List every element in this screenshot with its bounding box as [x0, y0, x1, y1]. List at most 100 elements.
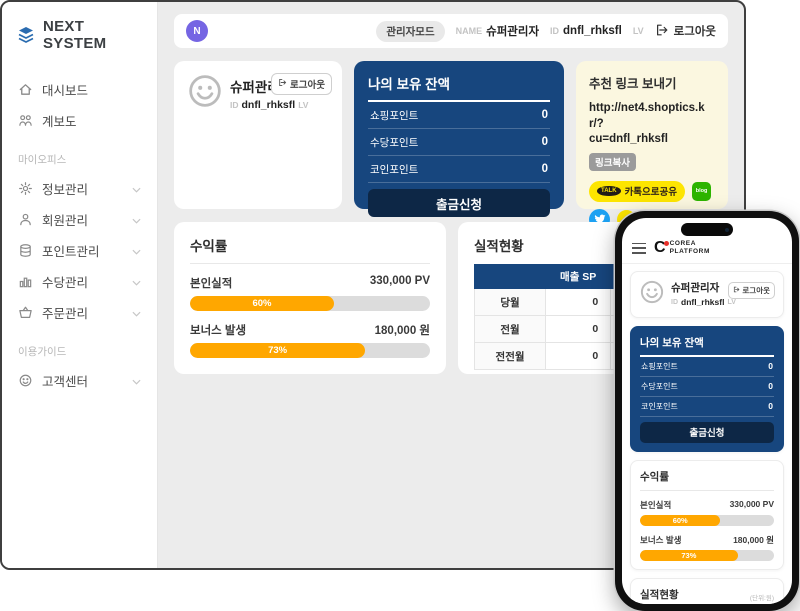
support-icon [18, 373, 33, 388]
bar-value: 330,000 PV [369, 275, 430, 287]
id-label: ID [230, 100, 239, 110]
sidebar-section-myoffice: 마이오피스 [18, 154, 67, 166]
bar-label: 본인실적 [190, 278, 233, 290]
sidebar-item-dashboard[interactable]: 대시보드 [16, 74, 143, 105]
mobile-balance-card: 나의 보유 잔액 쇼핑포인트 0 수당포인트 0 코인포인트 0 출금신청 [630, 326, 784, 452]
admin-mode-badge: 관리자모드 [376, 20, 445, 42]
progress-track: 60% [640, 514, 774, 526]
phone-mockup: C COREA PLATFORM 슈퍼관리자 ID [615, 211, 799, 611]
withdraw-button[interactable]: 출금신청 [640, 421, 774, 443]
logout-button[interactable]: 로그아웃 [728, 282, 775, 300]
sidebar-item-label: 고객센터 [42, 375, 89, 389]
copy-link-button[interactable]: 링크복사 [589, 152, 636, 171]
app-title: NEXT SYSTEM [43, 18, 107, 52]
sidebar-item-label: 정보관리 [42, 183, 89, 197]
progress-fill: 60% [190, 296, 334, 311]
lv-label: LV [298, 100, 309, 110]
revenue-card: 수익률 본인실적 330,000 PV 60% 보너스 발생 180,000 원 [174, 222, 446, 374]
sidebar-item-point-mgmt[interactable]: 포인트관리 [16, 235, 143, 266]
balance-row-allowance: 수당포인트 0 [640, 377, 774, 397]
sidebar-item-info-mgmt[interactable]: 정보관리 [16, 173, 143, 204]
balance-card: 나의 보유 잔액 쇼핑포인트 0 수당포인트 0 코인포인트 0 출금신청 [354, 61, 564, 217]
revenue-title: 수익률 [190, 235, 430, 264]
progress-group-personal: 본인실적 330,000 PV 60% [190, 275, 430, 311]
database-icon [18, 243, 33, 258]
progress-group-bonus: 보너스 발생 180,000 원 73% [190, 322, 430, 358]
mobile-body: 슈퍼관리자 ID dnfl_rhksfl LV 로그아웃 [622, 264, 792, 604]
performance-title: 실적현황 [474, 239, 524, 254]
progress-fill: 60% [640, 514, 721, 526]
chevron-down-icon [132, 213, 141, 227]
id-value: dnfl_rhksfl [241, 99, 296, 111]
divider [640, 355, 774, 357]
kakao-talk-icon: TALK [597, 186, 621, 197]
naver-blog-icon[interactable]: blog [692, 181, 712, 201]
corea-platform-logo: C COREA PLATFORM [654, 239, 710, 257]
id-label: ID [550, 26, 560, 36]
main-content: N 관리자모드 NAME 슈퍼관리자 ID dnfl_rhksfl LV [158, 2, 744, 568]
unit-note: (단위:원) [749, 594, 774, 602]
balance-row-coin: 코인포인트 0 [368, 156, 550, 183]
chevron-down-icon [132, 306, 141, 320]
name-value: 슈퍼관리자 [486, 26, 540, 38]
col-sales: 매출 SP [545, 264, 612, 289]
bar-value: 180,000 원 [374, 325, 430, 337]
logout-button[interactable]: 로그아웃 [271, 73, 332, 95]
corea-c-icon: C [654, 240, 669, 256]
smiley-avatar-icon [188, 74, 222, 113]
progress-track: 60% [190, 296, 430, 311]
mobile-performance-card: 실적현황 (단위:원) 매출 SP 반품 SP 합계 당월 [630, 577, 784, 604]
sidebar-item-order-mgmt[interactable]: 주문관리 [16, 297, 143, 328]
profile-name: 슈퍼관리자 [671, 282, 720, 295]
home-icon [18, 82, 33, 97]
sidebar-item-label: 계보도 [42, 115, 77, 129]
mobile-revenue-card: 수익률 본인실적 330,000 PV 60% 보너스 발생 180,000 원 [630, 459, 784, 570]
kakao-share-button[interactable]: TALK 카톡으로공유 [589, 180, 686, 202]
chevron-down-icon [132, 182, 141, 196]
referral-card: 추천 링크 보내기 http://net4.shoptics.kr/? cu=d… [576, 61, 728, 230]
sidebar-item-support[interactable]: 고객센터 [16, 365, 143, 396]
sidebar-item-label: 포인트관리 [42, 245, 100, 259]
divider [368, 100, 550, 102]
col-blank [473, 264, 547, 289]
bar-label: 보너스 발생 [190, 325, 247, 337]
progress-track: 73% [190, 343, 430, 358]
referral-title: 추천 링크 보내기 [589, 77, 677, 91]
app-logo[interactable]: NEXT SYSTEM [16, 18, 143, 52]
sidebar-item-allowance-mgmt[interactable]: 수당관리 [16, 266, 143, 297]
bar-chart-icon [18, 274, 33, 289]
logout-button[interactable]: 로그아웃 [655, 23, 716, 40]
sidebar-item-label: 대시보드 [42, 84, 89, 98]
user-icon [18, 212, 33, 227]
top-header-bar: N 관리자모드 NAME 슈퍼관리자 ID dnfl_rhksfl LV [174, 14, 728, 48]
phone-screen: C COREA PLATFORM 슈퍼관리자 ID [622, 218, 792, 604]
logout-icon [655, 23, 669, 40]
progress-fill: 73% [190, 343, 366, 358]
menu-icon[interactable] [632, 242, 646, 254]
withdraw-button[interactable]: 출금신청 [368, 189, 550, 217]
sidebar-item-label: 수당관리 [42, 276, 89, 290]
mobile-profile-card: 슈퍼관리자 ID dnfl_rhksfl LV 로그아웃 [630, 271, 784, 319]
lv-label: LV [632, 26, 644, 36]
genealogy-icon [18, 113, 33, 128]
sidebar-item-label: 회원관리 [42, 214, 89, 228]
sidebar-item-label: 주문관리 [42, 307, 89, 321]
logout-icon [278, 78, 287, 90]
dynamic-island [681, 223, 733, 236]
avatar[interactable]: N [186, 20, 208, 42]
mobile-header: C COREA PLATFORM [622, 218, 792, 265]
smiley-avatar-icon [640, 280, 664, 309]
progress-track: 73% [640, 549, 774, 561]
logout-icon [733, 286, 740, 295]
name-label: NAME [455, 26, 483, 36]
sidebar-section-guide: 이용가이드 [18, 346, 67, 358]
sidebar-item-member-mgmt[interactable]: 회원관리 [16, 204, 143, 235]
camera-dot-icon [725, 227, 729, 232]
balance-title: 나의 보유 잔액 [368, 77, 451, 92]
sidebar-item-genealogy[interactable]: 계보도 [16, 105, 143, 136]
sidebar: NEXT SYSTEM 대시보드 계보도 마이오피스 정보관리 [2, 2, 158, 568]
progress-fill: 73% [640, 549, 738, 561]
balance-row-allowance: 수당포인트 0 [368, 129, 550, 156]
balance-row-shopping: 쇼핑포인트 0 [368, 102, 550, 129]
gear-icon [18, 181, 33, 196]
